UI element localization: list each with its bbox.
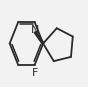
Text: F: F [32, 68, 38, 78]
Text: N: N [31, 25, 39, 35]
